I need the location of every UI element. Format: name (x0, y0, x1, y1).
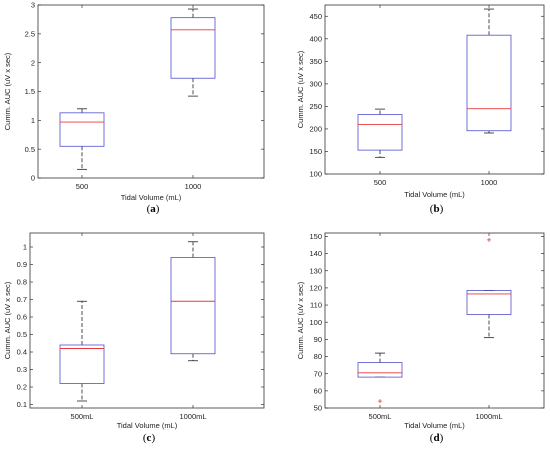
y-tick-label: 150 (309, 232, 322, 241)
box-500 (59, 108, 105, 170)
x-tick-label: 500 (374, 178, 387, 187)
x-tick-label: 500 (76, 182, 89, 191)
panel-label-close: ) (440, 432, 444, 444)
y-tick-label: 2.5 (25, 29, 35, 38)
x-axis-label: Tidal Volume (mL) (404, 190, 465, 199)
y-tick-label: 1 (31, 116, 35, 125)
y-tick-label: 80 (314, 352, 322, 361)
y-tick-label: 0.7 (17, 295, 27, 304)
outlier-point (487, 237, 491, 242)
y-tick-label: 100 (309, 170, 322, 179)
y-tick-label: 60 (314, 386, 322, 395)
panel-label: (c) (143, 432, 156, 444)
box-1000mL (170, 241, 216, 362)
y-axis-label: Cumm. AUC (uV x sec) (3, 281, 12, 359)
y-tick-label: 0.4 (17, 348, 27, 357)
panel-label-letter: b (433, 203, 439, 215)
iqr-box (466, 290, 512, 315)
x-tick-label: 500mL (71, 412, 94, 421)
y-axis-label: Cumm. AUC (uV x sec) (296, 281, 305, 359)
y-tick-label: 450 (309, 12, 322, 21)
y-tick-label: 0.3 (17, 365, 27, 374)
y-tick-label: 0.5 (17, 330, 27, 339)
box-500mL (357, 352, 403, 404)
y-tick-label: 70 (314, 369, 322, 378)
chart-panel-b: 100 150 200 250 300 350 400 450 500 1000 Tidal Vol… (296, 4, 545, 215)
panel-label-letter: a (150, 203, 156, 215)
iqr-box (466, 34, 512, 132)
iqr-box (170, 17, 216, 79)
x-tick-label: 1000mL (475, 412, 502, 421)
box-1000 (466, 8, 512, 134)
panel-label-letter: c (147, 432, 152, 444)
panel-label-close: ) (156, 203, 160, 215)
y-tick-label: 400 (309, 34, 322, 43)
y-tick-label: 0.1 (17, 400, 27, 409)
y-tick-label: 0.8 (17, 278, 27, 287)
plot-area (37, 4, 265, 179)
panel-label-open: ( (430, 432, 434, 444)
y-axis-label: Cumm. AUC (uV x sec) (3, 52, 12, 130)
y-tick-label: 90 (314, 335, 322, 344)
y-tick-label: 1 (23, 243, 27, 252)
y-tick-label: 130 (309, 266, 322, 275)
box-500mL (59, 300, 105, 402)
y-tick-label: 0.9 (17, 260, 27, 269)
panel-label-open: ( (147, 203, 151, 215)
y-tick-label: 110 (310, 301, 322, 310)
y-axis-label: Cumm. AUC (uV x sec) (296, 50, 305, 128)
x-tick-label: 1000 (185, 182, 202, 191)
plot-area (324, 232, 545, 409)
y-tick-label: 250 (309, 102, 322, 111)
panel-label-close: ) (440, 203, 444, 215)
x-axis-label: Tidal Volume (mL) (121, 193, 182, 202)
chart-panel-c: 0.1 0.2 0.3 0.4 0.5 0.6 0.7 0.8 0.9 1 500mL 1000mLT… (3, 232, 265, 444)
outlier-point (378, 399, 382, 404)
y-tick-label: 100 (309, 318, 322, 327)
y-tick-label: 120 (309, 284, 322, 293)
panel-label-letter: d (433, 432, 439, 444)
box-500 (357, 108, 403, 158)
x-axis-label: Tidal Volume (mL) (117, 421, 178, 430)
panel-label: (b) (430, 203, 444, 215)
y-tick-label: 0.6 (17, 313, 27, 322)
y-tick-label: 50 (314, 404, 322, 413)
panel-label-open: ( (143, 432, 147, 444)
iqr-box (357, 362, 403, 378)
y-tick-label: 300 (309, 79, 322, 88)
panel-label-open: ( (430, 203, 434, 215)
x-tick-label: 500mL (369, 412, 392, 421)
y-tick-label: 0.2 (17, 383, 27, 392)
iqr-box (170, 257, 216, 355)
plot-area (29, 232, 265, 409)
x-tick-label: 1000mL (179, 412, 206, 421)
box-1000mL (466, 237, 512, 339)
y-tick-label: 0 (31, 174, 35, 183)
box-1000 (170, 8, 216, 97)
panel-label-close: ) (151, 432, 155, 444)
iqr-box (59, 344, 105, 384)
y-tick-label: 3 (31, 1, 35, 10)
x-axis-label: Tidal Volume (mL) (404, 421, 465, 430)
plot-area (324, 4, 545, 175)
y-tick-label: 2 (31, 58, 35, 67)
x-tick-label: 1000 (481, 178, 498, 187)
panel-label: (a) (147, 203, 160, 215)
y-tick-label: 0.5 (25, 145, 35, 154)
y-tick-label: 200 (309, 125, 322, 134)
y-tick-label: 1.5 (25, 87, 35, 96)
chart-panel-d: 50 60 70 80 90 100 110 120 130 140 150 500mL 1000mL T… (296, 232, 545, 444)
y-tick-label: 150 (309, 147, 322, 156)
panel-label: (d) (430, 432, 444, 444)
y-tick-label: 350 (309, 57, 322, 66)
iqr-box (59, 112, 105, 147)
y-tick-label: 140 (309, 249, 322, 258)
iqr-box (357, 114, 403, 151)
